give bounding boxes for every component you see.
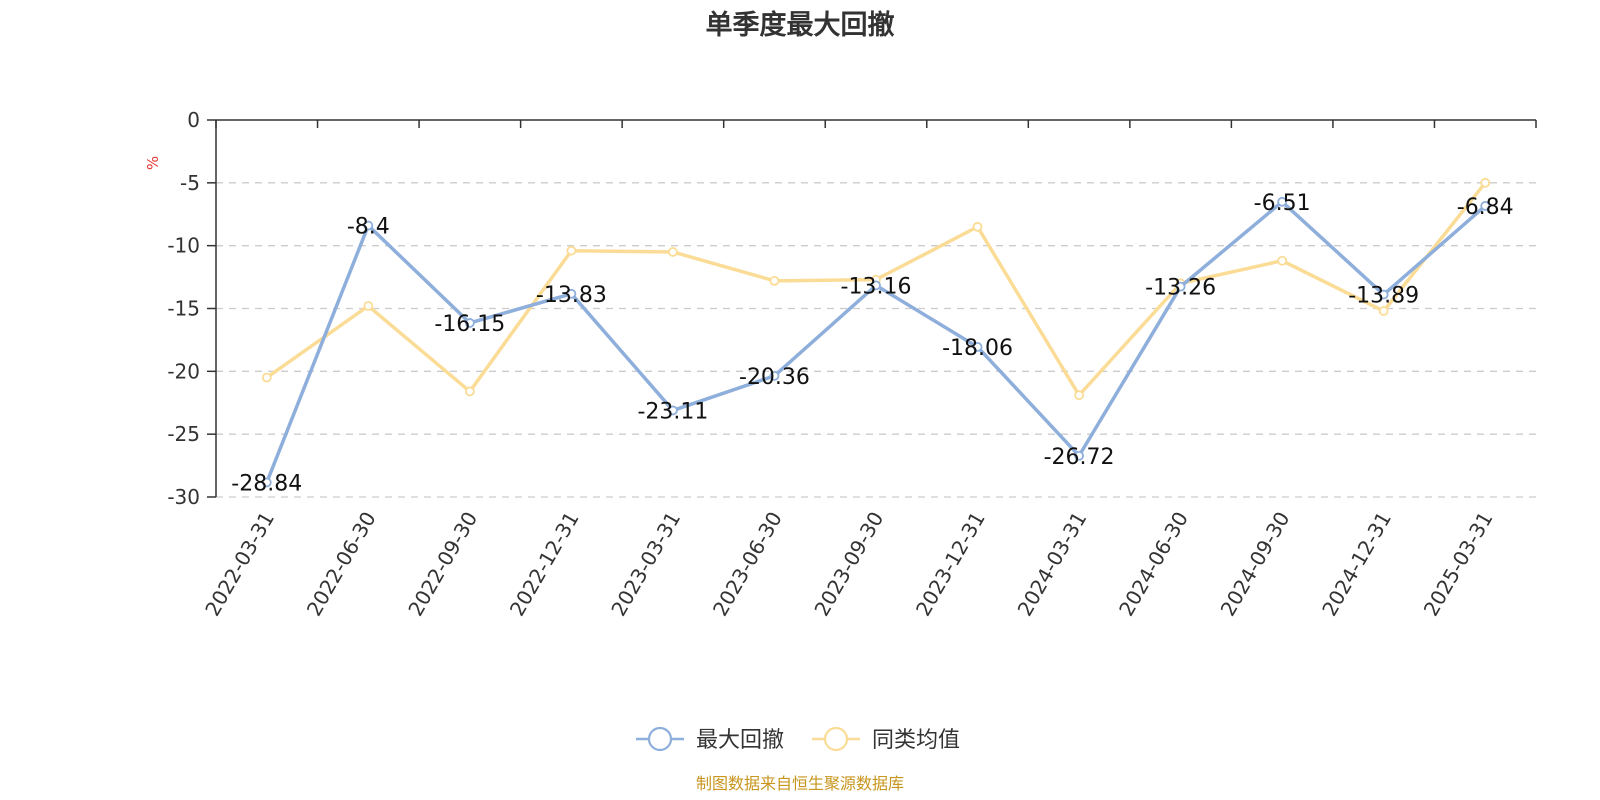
data-label: -16.15 bbox=[434, 312, 505, 337]
data-point bbox=[464, 386, 475, 397]
data-label: -28.84 bbox=[231, 471, 302, 496]
data-label: -23.11 bbox=[637, 399, 708, 424]
x-tick-label: 2023-03-31 bbox=[606, 508, 685, 621]
data-label: -8.4 bbox=[347, 215, 390, 240]
x-tick-label: 2023-06-30 bbox=[708, 508, 787, 621]
data-point bbox=[363, 301, 374, 311]
legend-label: 最大回撤 bbox=[696, 728, 784, 753]
y-tick-label: -20 bbox=[167, 359, 200, 383]
y-axis-unit: % bbox=[144, 156, 162, 170]
data-point bbox=[1277, 196, 1288, 207]
data-point bbox=[972, 221, 983, 232]
x-tick-label: 2024-03-31 bbox=[1013, 508, 1092, 621]
data-label: -13.89 bbox=[1348, 284, 1419, 309]
y-tick-label: -15 bbox=[167, 297, 200, 321]
legend[interactable]: 最大回撤 同类均值 bbox=[636, 726, 960, 753]
x-tick-label: 2023-12-31 bbox=[911, 508, 990, 621]
data-point bbox=[1175, 281, 1186, 292]
grid-lines bbox=[216, 182, 1536, 498]
legend-swatch-marker bbox=[823, 726, 849, 752]
data-point bbox=[668, 247, 678, 257]
data-point bbox=[1277, 255, 1288, 266]
x-tick-label: 2024-09-30 bbox=[1216, 508, 1295, 621]
data-label: -13.16 bbox=[841, 274, 912, 299]
data-label: -18.06 bbox=[942, 336, 1013, 361]
y-tick-label: -25 bbox=[167, 422, 200, 446]
x-tick-label: 2022-09-30 bbox=[403, 508, 482, 621]
series-area: -28.84 -8.4 -16.15 -13.83 -23.11 -20.36 -13.16… bbox=[231, 177, 1514, 496]
x-tick-label: 2024-12-31 bbox=[1317, 508, 1396, 621]
data-point bbox=[464, 318, 475, 328]
data-point bbox=[668, 405, 678, 416]
y-tick-label: -30 bbox=[167, 485, 200, 509]
data-point bbox=[363, 220, 374, 231]
data-label: -13.26 bbox=[1145, 276, 1216, 301]
data-label: -6.84 bbox=[1457, 195, 1514, 220]
data-point bbox=[769, 275, 780, 286]
data-source-note: 制图数据来自恒生聚源数据库 bbox=[696, 774, 904, 793]
data-point bbox=[566, 245, 577, 256]
data-point bbox=[261, 477, 272, 488]
y-tick-label: 0 bbox=[187, 108, 200, 132]
x-tick-label: 2025-03-31 bbox=[1419, 508, 1498, 621]
data-point bbox=[1480, 201, 1491, 211]
series-line-0 bbox=[265, 200, 1487, 485]
x-axis: 2022-03-31 2022-06-30 2022-09-30 2022-12-31… bbox=[200, 119, 1537, 621]
x-tick-label: 2023-09-30 bbox=[809, 508, 888, 621]
y-axis: 0 -5 -10 -15 -20 -25 -30 bbox=[167, 108, 217, 509]
data-point bbox=[566, 288, 577, 299]
x-tick-label: 2022-03-31 bbox=[200, 508, 279, 621]
data-label: -6.51 bbox=[1254, 191, 1311, 216]
x-tick-label: 2022-06-30 bbox=[302, 508, 381, 621]
data-point bbox=[1378, 289, 1389, 300]
y-tick-label: -5 bbox=[180, 171, 200, 195]
data-point bbox=[1074, 450, 1084, 461]
x-tick-label: 2024-06-30 bbox=[1114, 508, 1193, 621]
data-label: -26.72 bbox=[1044, 445, 1115, 470]
data-point bbox=[871, 280, 881, 291]
data-label: -13.83 bbox=[536, 283, 607, 308]
legend-label: 同类均值 bbox=[872, 728, 960, 753]
data-point bbox=[1378, 306, 1389, 316]
legend-swatch-marker bbox=[647, 726, 673, 752]
legend-item-1[interactable]: 同类均值 bbox=[812, 726, 960, 753]
data-point bbox=[1074, 390, 1084, 401]
data-label: -20.36 bbox=[739, 365, 810, 390]
y-tick-label: -10 bbox=[167, 234, 200, 258]
chart-title: 单季度最大回撤 bbox=[706, 9, 895, 41]
x-tick-label: 2022-12-31 bbox=[505, 508, 584, 621]
data-point bbox=[972, 342, 983, 352]
data-point bbox=[1480, 177, 1491, 188]
data-point bbox=[261, 372, 272, 383]
legend-item-0[interactable]: 最大回撤 bbox=[636, 726, 784, 753]
data-point bbox=[769, 370, 780, 381]
